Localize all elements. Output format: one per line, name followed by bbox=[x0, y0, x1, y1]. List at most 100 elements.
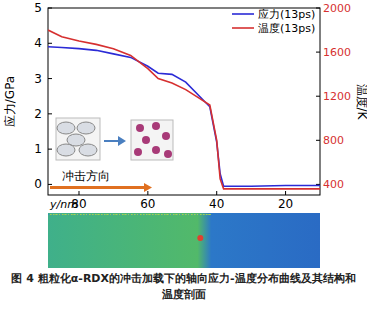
strip-speckle bbox=[52, 214, 54, 215]
strip-speckle bbox=[75, 214, 77, 215]
strip-speckle bbox=[54, 214, 56, 215]
strip-speckle bbox=[130, 214, 132, 215]
strip-speckle bbox=[71, 214, 73, 215]
strip-speckle bbox=[145, 214, 147, 215]
strip-speckle bbox=[80, 214, 82, 215]
direction-arrow bbox=[50, 183, 152, 192]
inset-molecule bbox=[79, 144, 97, 156]
strip-speckle bbox=[83, 214, 85, 215]
y-tick bbox=[48, 8, 52, 9]
strip-speckle bbox=[187, 214, 189, 215]
strip-speckle bbox=[192, 214, 194, 215]
strip-speckle bbox=[183, 214, 185, 215]
strip-speckle bbox=[205, 214, 207, 215]
strip-speckle bbox=[209, 214, 211, 215]
strip-speckle bbox=[48, 214, 50, 215]
strip-speckle bbox=[166, 214, 168, 215]
strip-speckle bbox=[186, 214, 188, 215]
strip-speckle bbox=[128, 214, 130, 215]
strip-speckle bbox=[69, 214, 71, 215]
strip-speckle bbox=[151, 214, 153, 215]
strip-speckle bbox=[159, 214, 161, 215]
strip-speckle bbox=[67, 214, 69, 215]
strip-speckle bbox=[174, 214, 176, 215]
strip-speckle bbox=[104, 214, 106, 215]
strip-speckle bbox=[115, 214, 117, 215]
strip-speckle bbox=[77, 214, 79, 215]
strip-speckle bbox=[107, 214, 109, 215]
y-tick bbox=[48, 78, 52, 79]
strip-speckle bbox=[199, 214, 201, 215]
x-tick-label: 60 bbox=[140, 197, 155, 211]
strip-speckle bbox=[158, 214, 160, 215]
strip-speckle bbox=[194, 214, 196, 215]
strip-speckle bbox=[148, 214, 150, 215]
series-group bbox=[48, 30, 320, 189]
strip-speckle bbox=[79, 214, 81, 215]
strip-speckle bbox=[154, 214, 156, 215]
strip-speckle bbox=[141, 214, 143, 215]
strip-speckle bbox=[53, 214, 55, 215]
strip-speckle bbox=[88, 214, 90, 215]
strip-speckle bbox=[190, 214, 192, 215]
y-tick bbox=[48, 43, 52, 44]
strip-speckle bbox=[73, 214, 75, 215]
strip-speckle bbox=[173, 214, 175, 215]
inset-arrow bbox=[104, 136, 126, 146]
strip-speckle bbox=[170, 214, 172, 215]
y-tick-label: 1 bbox=[34, 142, 42, 156]
legend-swatch bbox=[232, 27, 254, 29]
strip-speckle bbox=[57, 214, 59, 215]
strip-speckle bbox=[83, 214, 85, 215]
y-tick-label: 5 bbox=[34, 1, 42, 15]
y2-axis-label: 温度/K bbox=[355, 84, 367, 121]
strip-speckle bbox=[188, 214, 190, 215]
strip-speckle bbox=[57, 214, 59, 215]
strip-speckle bbox=[152, 214, 154, 215]
strip-speckle bbox=[205, 214, 207, 215]
strip-speckle bbox=[85, 214, 87, 215]
strip-speckle bbox=[179, 214, 181, 215]
strip-speckle bbox=[176, 214, 178, 215]
strip-speckle bbox=[56, 214, 58, 215]
strip-speckle bbox=[181, 214, 183, 215]
strip-speckle bbox=[84, 214, 86, 215]
strip-speckle bbox=[177, 214, 179, 215]
strip-speckle bbox=[152, 214, 154, 215]
inset-bead bbox=[164, 150, 172, 158]
strip-speckle bbox=[196, 214, 198, 215]
strip-speckle bbox=[105, 214, 107, 215]
y-tick bbox=[48, 149, 52, 150]
strip-speckle bbox=[207, 214, 209, 215]
strip-speckle bbox=[184, 214, 186, 215]
y2-tick bbox=[316, 52, 320, 53]
strip-speckle bbox=[98, 214, 100, 215]
series-line bbox=[48, 30, 320, 189]
strip-speckle bbox=[144, 214, 146, 215]
strip-speckle bbox=[125, 214, 127, 215]
strip-speckle bbox=[55, 214, 57, 215]
strip-speckle bbox=[142, 214, 144, 215]
strip-speckle bbox=[172, 214, 174, 215]
strip-speckle bbox=[111, 214, 113, 215]
strip-speckle bbox=[58, 214, 60, 215]
strip-speckle bbox=[87, 214, 89, 215]
strip-speckle bbox=[117, 214, 119, 215]
strip-speckle bbox=[115, 214, 117, 215]
strip-speckle bbox=[131, 214, 133, 215]
strip-speckle bbox=[123, 214, 125, 215]
y-tick bbox=[48, 113, 52, 114]
strip-speckle bbox=[185, 214, 187, 215]
strip-speckle bbox=[108, 214, 110, 215]
strip-speckle bbox=[51, 214, 53, 215]
strip-speckle bbox=[78, 214, 80, 215]
strip-speckle bbox=[102, 214, 104, 215]
strip-speckle bbox=[172, 214, 174, 215]
strip-speckle bbox=[119, 214, 121, 215]
strip-speckle bbox=[65, 214, 67, 215]
strip-speckle bbox=[111, 214, 113, 215]
strip-speckle bbox=[191, 214, 193, 215]
strip-speckle bbox=[80, 214, 82, 215]
strip-speckle bbox=[166, 214, 168, 215]
strip-speckle bbox=[169, 214, 171, 215]
